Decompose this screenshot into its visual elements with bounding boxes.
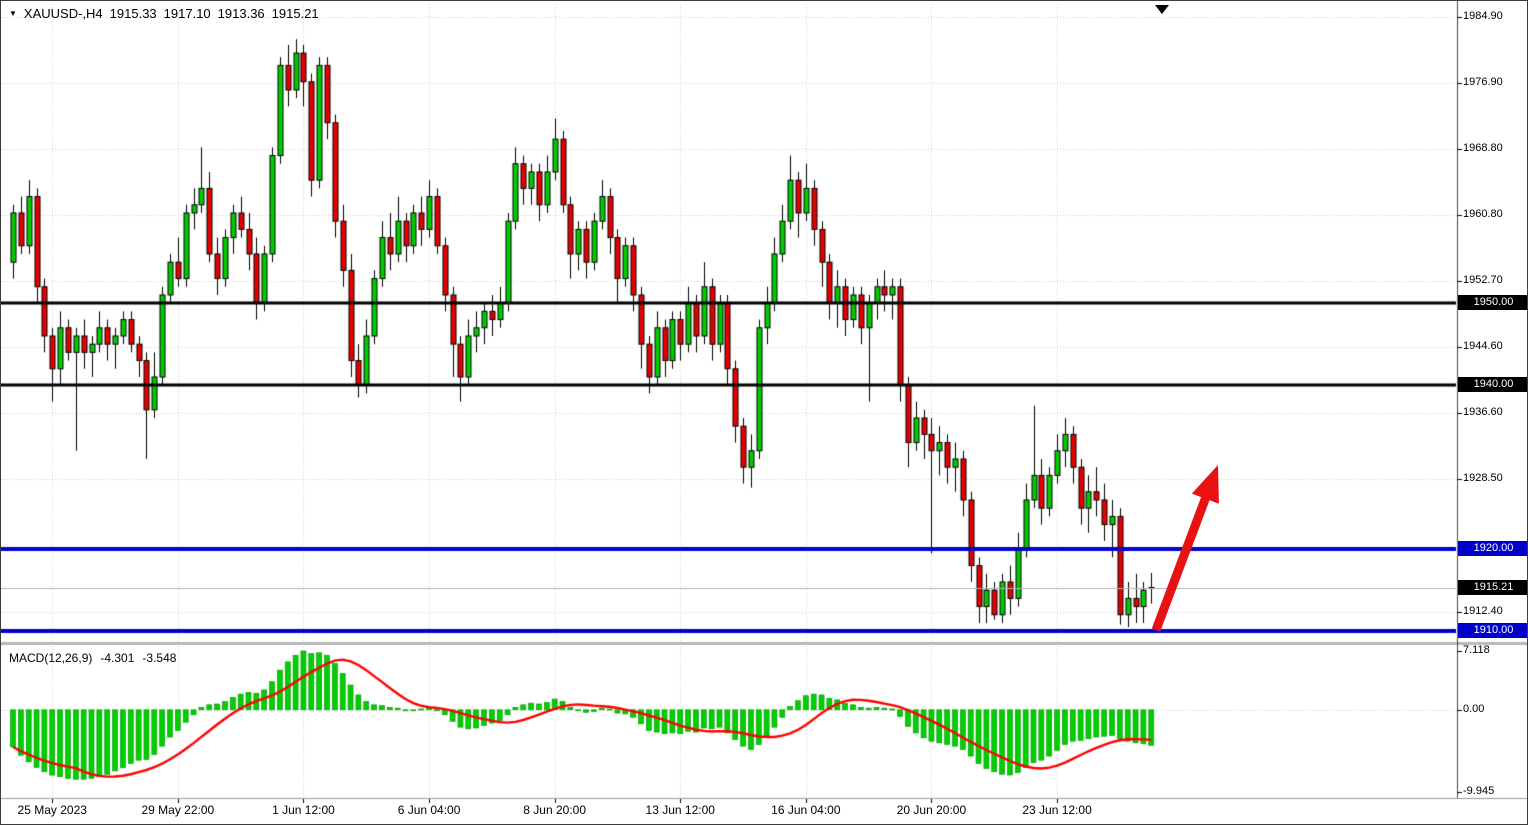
chart-ohlc-high: 1917.10 bbox=[163, 6, 211, 21]
chart-shift-marker-icon[interactable] bbox=[1155, 5, 1169, 14]
chart-ohlc-close: 1915.21 bbox=[271, 6, 319, 21]
chart-ohlc-open: 1915.33 bbox=[109, 6, 157, 21]
macd-main-value: -4.301 bbox=[100, 651, 135, 665]
indicator-label: MACD(12,26,9) -4.301 -3.548 bbox=[9, 651, 176, 665]
macd-name: MACD(12,26,9) bbox=[9, 651, 93, 665]
chart-header: ▼ XAUUSD-,H4 1915.33 1917.10 1913.36 191… bbox=[9, 6, 319, 21]
symbol-dropdown-icon[interactable]: ▼ bbox=[9, 8, 17, 18]
macd-signal-value: -3.548 bbox=[142, 651, 177, 665]
chart-symbol-period: XAUUSD-,H4 bbox=[23, 6, 103, 21]
chart-ohlc-low: 1913.36 bbox=[217, 6, 265, 21]
